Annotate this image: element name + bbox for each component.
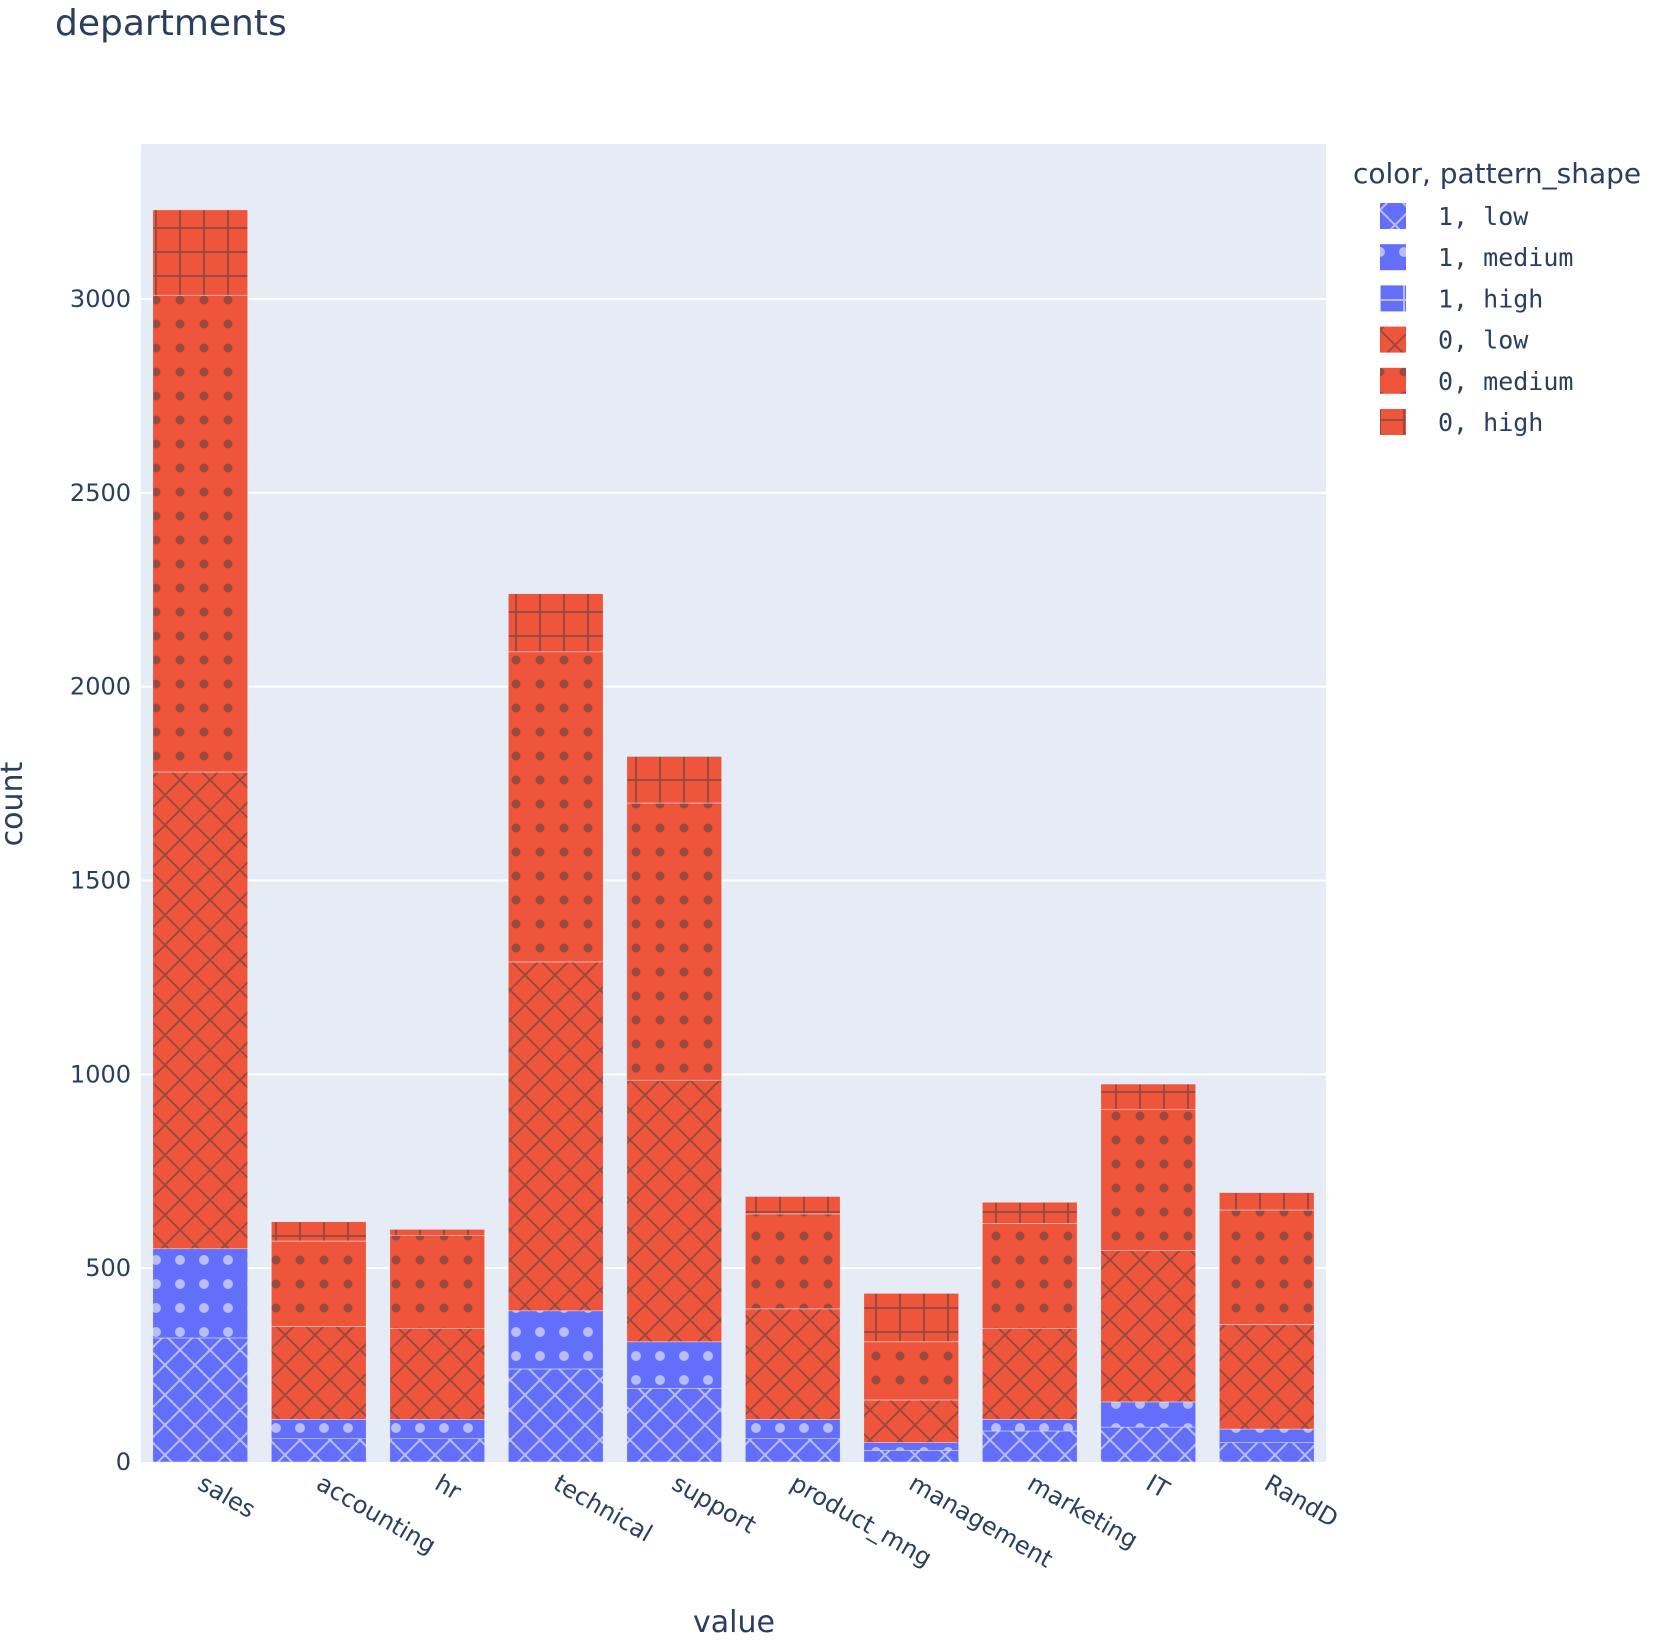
legend-item[interactable]: 0, medium — [1380, 367, 1573, 396]
chart-title: departments — [55, 3, 287, 44]
legend-label: 1, high — [1438, 284, 1543, 313]
legend-item[interactable]: 1, low — [1380, 202, 1529, 231]
x-tick-label: sales — [193, 1469, 260, 1524]
legend-swatch — [1380, 326, 1406, 353]
legend-label: 0, high — [1438, 408, 1543, 437]
legend-swatch — [1380, 285, 1406, 312]
y-tick-label: 500 — [85, 1254, 131, 1282]
legend-label: 1, medium — [1438, 243, 1573, 272]
bar-segment[interactable] — [152, 294, 248, 773]
bar-segment[interactable] — [1219, 1209, 1315, 1325]
x-tick-label: support — [667, 1469, 761, 1539]
bar-segment[interactable] — [508, 961, 604, 1312]
x-tick-label: accounting — [312, 1469, 441, 1560]
bar-segment[interactable] — [745, 1308, 841, 1420]
bar-segment[interactable] — [863, 1293, 959, 1343]
legend-item[interactable]: 1, medium — [1380, 243, 1573, 272]
y-axis-title: count — [0, 761, 30, 846]
bar-segment[interactable] — [152, 1337, 248, 1463]
y-tick-label: 1500 — [70, 867, 131, 895]
y-tick-label: 0 — [116, 1448, 131, 1476]
bar-segment[interactable] — [508, 651, 604, 963]
bar-segment[interactable] — [982, 1419, 1078, 1432]
bar-segment[interactable] — [152, 1248, 248, 1339]
bar-segment[interactable] — [626, 802, 722, 1081]
bar-segment[interactable] — [745, 1419, 841, 1439]
bar-segment[interactable] — [389, 1229, 485, 1236]
legend-swatch — [1380, 409, 1406, 435]
bar-segment[interactable] — [271, 1438, 367, 1463]
legend-label: 0, medium — [1438, 367, 1573, 396]
legend: color, pattern_shape 1, low 1, medium 1, h… — [1353, 157, 1641, 437]
bar-segment[interactable] — [271, 1326, 367, 1420]
bar-segment[interactable] — [389, 1234, 485, 1329]
bar-segment[interactable] — [863, 1442, 959, 1451]
bar-segment[interactable] — [982, 1202, 1078, 1224]
bar-segment[interactable] — [863, 1341, 959, 1401]
bar-segment[interactable] — [982, 1430, 1078, 1463]
bar-segment[interactable] — [508, 1310, 604, 1370]
legend-item[interactable]: 0, low — [1380, 326, 1529, 355]
bar-segment[interactable] — [982, 1328, 1078, 1420]
bar-segment[interactable] — [982, 1223, 1078, 1329]
bar-segment[interactable] — [152, 771, 248, 1250]
legend-swatch — [1380, 367, 1406, 394]
legend-item[interactable]: 0, high — [1380, 408, 1543, 437]
bar-segment[interactable] — [626, 1341, 722, 1389]
bar-segment[interactable] — [508, 593, 604, 653]
x-tick-label: hr — [430, 1469, 466, 1506]
y-tick-label: 1000 — [70, 1060, 131, 1088]
legend-label: 1, low — [1438, 202, 1529, 231]
bars — [152, 209, 1315, 1463]
bar-segment[interactable] — [745, 1196, 841, 1215]
x-tick-label: IT — [1141, 1469, 1174, 1504]
bar-segment[interactable] — [271, 1240, 367, 1327]
y-tick-label: 2000 — [70, 673, 131, 701]
bar-segment[interactable] — [152, 209, 248, 296]
legend-swatch — [1380, 244, 1406, 271]
bar-segment[interactable] — [745, 1438, 841, 1463]
bar-segment[interactable] — [626, 1388, 722, 1463]
y-tick-label: 2500 — [70, 479, 131, 507]
bar-segment[interactable] — [863, 1450, 959, 1463]
x-tick-label: RandD — [1260, 1469, 1343, 1533]
bar-segment[interactable] — [863, 1399, 959, 1443]
y-tick-label: 3000 — [70, 285, 131, 313]
y-tick-labels: 0 500 1000 1500 2000 2500 3000 — [70, 285, 131, 1476]
bar-segment[interactable] — [1100, 1250, 1196, 1403]
x-tick-label: technical — [549, 1469, 657, 1548]
bar-segment[interactable] — [1100, 1401, 1196, 1428]
bar-segment[interactable] — [745, 1213, 841, 1310]
bar-segment[interactable] — [508, 1368, 604, 1463]
bar-segment[interactable] — [626, 1079, 722, 1343]
bar-segment[interactable] — [1100, 1426, 1196, 1463]
bar-segment[interactable] — [1219, 1442, 1315, 1463]
bar-segment[interactable] — [626, 756, 722, 804]
bar-segment[interactable] — [1219, 1192, 1315, 1211]
legend-item[interactable]: 1, high — [1380, 284, 1543, 313]
bar-segment[interactable] — [1219, 1324, 1315, 1430]
x-axis-title: value — [693, 1605, 775, 1640]
legend-label: 0, low — [1438, 326, 1529, 355]
bar-segment[interactable] — [1100, 1108, 1196, 1251]
bar-segment[interactable] — [1100, 1083, 1196, 1110]
bar-segment[interactable] — [271, 1221, 367, 1242]
legend-title: color, pattern_shape — [1353, 157, 1641, 190]
bar-segment[interactable] — [1219, 1428, 1315, 1443]
bar-segment[interactable] — [389, 1419, 485, 1439]
bar-segment[interactable] — [389, 1328, 485, 1420]
bar-segment[interactable] — [271, 1419, 367, 1439]
bar-segment[interactable] — [389, 1438, 485, 1463]
legend-swatch — [1380, 203, 1406, 229]
